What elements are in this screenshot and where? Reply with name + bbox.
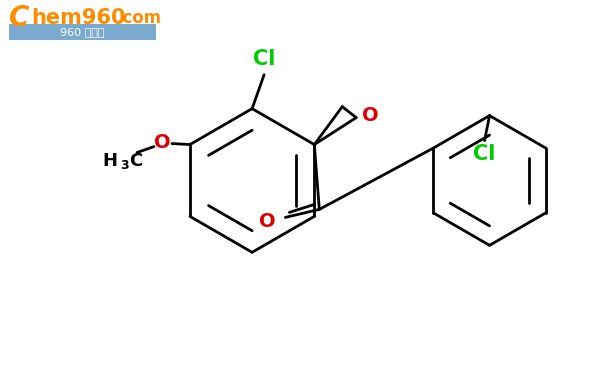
Text: C: C <box>8 4 29 32</box>
Text: 960 化工网: 960 化工网 <box>60 27 105 37</box>
Text: C: C <box>129 152 142 170</box>
Text: O: O <box>362 106 379 125</box>
Text: .com: .com <box>116 9 161 27</box>
Text: O: O <box>259 212 276 231</box>
Text: H: H <box>102 152 117 170</box>
Text: Cl: Cl <box>253 49 275 69</box>
Text: Cl: Cl <box>473 144 495 164</box>
Text: 3: 3 <box>120 159 129 172</box>
Text: hem960: hem960 <box>31 8 126 28</box>
Text: O: O <box>154 133 170 152</box>
FancyBboxPatch shape <box>8 24 156 40</box>
